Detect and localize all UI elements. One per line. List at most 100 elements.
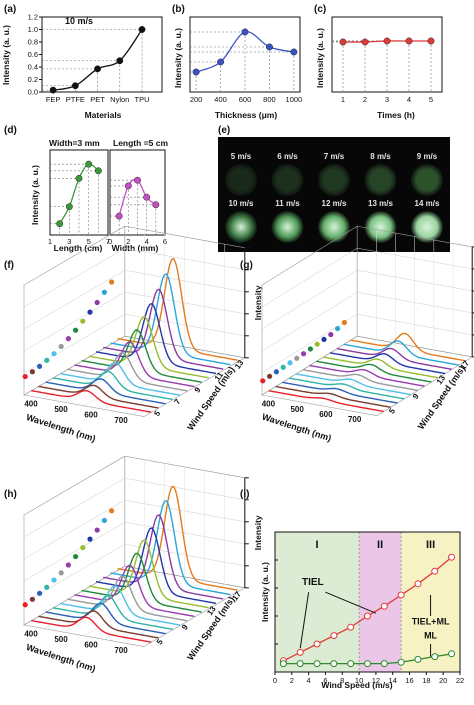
panel-i-region-label: III bbox=[426, 539, 435, 551]
panel-f-legend-dot bbox=[29, 369, 35, 375]
panel-c-axes-frame bbox=[331, 16, 443, 93]
panel-e-sample-glow bbox=[411, 164, 443, 196]
panel-h-grid-line bbox=[83, 576, 185, 637]
panel-f-legend-dot bbox=[65, 336, 71, 342]
panel-f-spectrum-line bbox=[103, 288, 224, 370]
panel-g-legend-dot bbox=[260, 378, 266, 384]
panel-h-spectrum-line bbox=[31, 616, 152, 643]
panel-a-data-point bbox=[94, 65, 102, 73]
panel-f-grid-line bbox=[23, 269, 125, 330]
panel-g-spectrum-line bbox=[316, 360, 432, 383]
panel-d-ylabel: Intensity (a. u.) bbox=[30, 165, 40, 225]
panel-g-legend-dot bbox=[314, 341, 320, 347]
panel-e-speed-label: 8 m/s bbox=[370, 152, 391, 161]
panel-a-ylabel: Intensity (a. u.) bbox=[1, 25, 11, 85]
panel-f-side-wall bbox=[23, 225, 126, 396]
panel-g-spectrum-line bbox=[268, 390, 384, 413]
panel-i-point-red bbox=[414, 580, 422, 588]
panel-c: (c) Intensity (a. u.) Times (h) 1 2 3 4 5 bbox=[314, 4, 443, 120]
panel-i-point-green bbox=[397, 658, 405, 666]
panel-i-axes-frame bbox=[274, 531, 461, 673]
panel-g-wind-label: Wind Speed (m/s) bbox=[416, 364, 467, 432]
panel-a: (a) 10 m/s Intensity (a. u.) Materials F… bbox=[1, 4, 163, 120]
panel-g-wavelength-tick-label: 400 bbox=[262, 400, 276, 409]
panel-a-data-point bbox=[49, 86, 57, 94]
panel-f-spectrum-line bbox=[88, 316, 209, 379]
panel-h-legend-dot bbox=[58, 570, 64, 576]
panel-g-spectrum-line bbox=[309, 364, 425, 387]
panel-e-sample-glow bbox=[318, 164, 350, 196]
panel-d-left-data-point bbox=[94, 167, 102, 175]
panel-h-legend-dot bbox=[22, 602, 28, 608]
panel-i-point-red bbox=[380, 602, 388, 610]
panel-d-right-data-point bbox=[143, 193, 151, 201]
panel-a-y-tick-label: 0.0 bbox=[28, 88, 38, 97]
panel-g-legend-dot bbox=[321, 336, 327, 342]
panel-b-data-point bbox=[290, 48, 298, 56]
panel-i-point-red bbox=[330, 632, 338, 640]
panel-f-legend-dot bbox=[51, 351, 57, 357]
panel-f-legend-dot bbox=[87, 309, 93, 315]
panel-e-speed-label: 10 m/s bbox=[229, 199, 254, 208]
panel-d-right-x-tick-label: 0 bbox=[108, 237, 112, 246]
panel-e-speed-label: 6 m/s bbox=[277, 152, 298, 161]
panel-b-x-tick-label: 1000 bbox=[286, 95, 303, 104]
panel-g-grid-line bbox=[261, 291, 358, 352]
panel-g-legend-dot bbox=[301, 351, 307, 357]
panel-a-data-point bbox=[116, 57, 124, 65]
panel-a-annotation: 10 m/s bbox=[65, 16, 93, 26]
panel-e-speed-label: 14 m/s bbox=[415, 199, 440, 208]
panel-g-legend-dot bbox=[267, 373, 273, 379]
panel-h-grid-line bbox=[23, 499, 125, 560]
panel-d-left-data-point bbox=[56, 220, 64, 228]
panel-d-right-data-point bbox=[124, 182, 132, 190]
panel-g-spectrum-line bbox=[323, 356, 439, 379]
panel-f-legend-dot bbox=[44, 357, 50, 363]
panel-h-label: (h) bbox=[4, 489, 17, 500]
panel-i-point-green bbox=[364, 660, 371, 668]
panel-i-x-tick-label: 20 bbox=[439, 676, 447, 685]
panel-i-ylabel: Intensity (a. u.) bbox=[260, 562, 270, 622]
panel-e-speed-label: 11 m/s bbox=[275, 199, 300, 208]
panel-i-x-tick-label: 4 bbox=[307, 676, 311, 685]
panel-g-legend-dot bbox=[287, 360, 293, 366]
panel-i-x-tick-label: 16 bbox=[405, 676, 413, 685]
panel-f-label: (f) bbox=[4, 260, 14, 271]
panel-c-x-tick-label: 1 bbox=[341, 95, 345, 104]
panel-h-wind-tick-label: 5 bbox=[155, 637, 165, 646]
panel-i-region-label: II bbox=[377, 539, 383, 551]
panel-d-label: (d) bbox=[4, 125, 17, 136]
panel-f-legend-dot bbox=[101, 289, 107, 295]
panel-a-x-tick-label: FEP bbox=[46, 95, 61, 104]
panel-d-right-data-point bbox=[115, 212, 123, 220]
panel-f-intensity-label: Intensity bbox=[253, 285, 263, 320]
panel-a-y-tick-label: 0.6 bbox=[28, 50, 38, 59]
panel-i-point-green bbox=[414, 655, 422, 663]
panel-a-y-tick-label: 1.0 bbox=[28, 25, 38, 34]
panel-h-legend-dot bbox=[80, 544, 86, 551]
panel-g-wavelength-tick-label: 600 bbox=[319, 410, 333, 419]
panel-i-tiel-ml-label: TIEL+ML bbox=[412, 616, 450, 626]
panel-g-spectrum-line bbox=[302, 369, 418, 392]
panel-c-plot: 1 2 3 4 5 bbox=[331, 16, 443, 104]
panel-i-point-green bbox=[380, 660, 388, 668]
panel-e-speed-label: 7 m/s bbox=[324, 152, 345, 161]
panel-g-spectrum-line bbox=[275, 385, 391, 408]
panel-i-point-green bbox=[448, 650, 456, 658]
panel-f-legend-dot bbox=[94, 299, 100, 306]
panel-g-legend-dot bbox=[294, 355, 300, 361]
panel-b-xlabel: Thickness (μm) bbox=[215, 110, 278, 120]
panel-i-point-red bbox=[347, 623, 355, 631]
panel-e-label: (e) bbox=[218, 125, 230, 136]
panel-h-wavelength-tick-label: 700 bbox=[114, 646, 128, 655]
panel-i-x-tick-label: 0 bbox=[273, 676, 277, 685]
panel-f-spectrum-line bbox=[38, 384, 159, 409]
panel-f-wavelength-tick-label: 600 bbox=[84, 411, 98, 420]
panel-d-left-title: Width=3 mm bbox=[49, 138, 100, 148]
panel-f-legend-dot bbox=[58, 343, 64, 350]
panel-g-spectrum-line bbox=[329, 352, 446, 375]
panel-i-point-red bbox=[448, 553, 456, 561]
panel-c-data-point bbox=[427, 37, 435, 45]
